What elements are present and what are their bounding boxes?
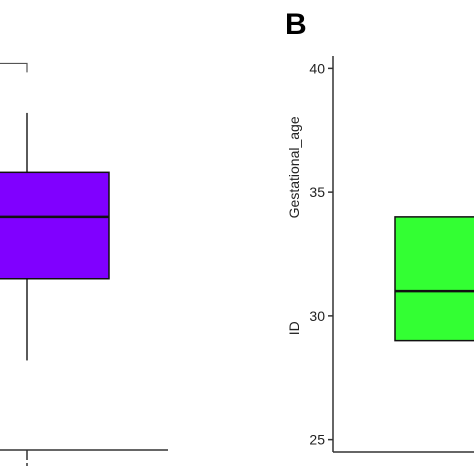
y-tick-label: 35 [309,184,325,200]
panel-a-max-bracket [0,62,28,73]
panel-b-y-axis-title: Gestational_age [286,116,302,218]
panel-a [0,62,168,466]
panel-b-y-ticks: 25 30 35 40 [309,60,333,448]
panel-b-letter: B [285,8,307,41]
panel-b: B Gestational_age ID 25 30 35 40 [285,8,474,453]
panel-b-secondary-y-label: ID [286,321,302,335]
panel-b-box [394,216,474,342]
y-tick-label: 25 [309,432,325,448]
y-tick-label: 30 [309,308,325,324]
y-tick-label: 40 [309,60,325,76]
panel-a-box [0,171,110,280]
